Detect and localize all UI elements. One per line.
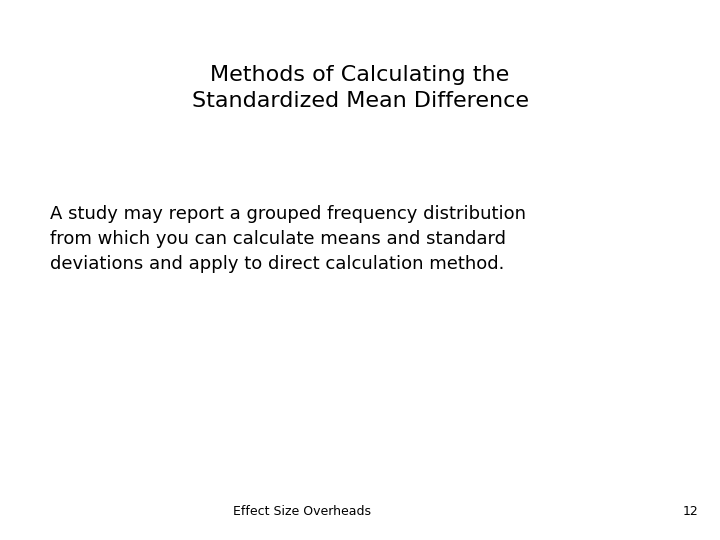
Text: Methods of Calculating the
Standardized Mean Difference: Methods of Calculating the Standardized …: [192, 65, 528, 111]
Text: Effect Size Overheads: Effect Size Overheads: [233, 505, 372, 518]
Text: 12: 12: [683, 505, 698, 518]
Text: A study may report a grouped frequency distribution
from which you can calculate: A study may report a grouped frequency d…: [50, 205, 526, 273]
